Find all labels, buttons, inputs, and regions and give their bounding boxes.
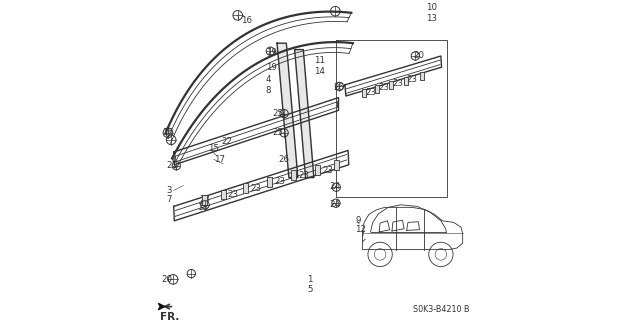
Text: 25: 25 bbox=[272, 109, 283, 118]
Text: 23: 23 bbox=[407, 75, 418, 84]
Text: 23: 23 bbox=[323, 166, 333, 175]
Text: 18: 18 bbox=[197, 203, 208, 212]
Bar bbox=[420, 72, 424, 80]
Bar bbox=[243, 183, 248, 193]
Bar bbox=[315, 165, 320, 174]
Bar bbox=[389, 81, 393, 89]
Text: 11: 11 bbox=[314, 56, 325, 65]
Text: 19: 19 bbox=[265, 63, 276, 72]
Text: 10: 10 bbox=[426, 4, 437, 12]
Text: 3: 3 bbox=[167, 186, 172, 195]
Text: 7: 7 bbox=[167, 195, 172, 204]
Text: 12: 12 bbox=[355, 225, 367, 234]
Text: 20: 20 bbox=[413, 52, 424, 60]
Text: 23: 23 bbox=[365, 88, 376, 97]
Text: 14: 14 bbox=[314, 67, 325, 76]
Polygon shape bbox=[294, 50, 314, 178]
Polygon shape bbox=[159, 303, 165, 310]
Text: 16: 16 bbox=[241, 16, 252, 25]
Text: FR.: FR. bbox=[160, 312, 180, 320]
Text: 19: 19 bbox=[265, 48, 276, 57]
Text: 25: 25 bbox=[272, 128, 283, 137]
Text: 24: 24 bbox=[329, 200, 340, 209]
Text: 22: 22 bbox=[221, 137, 232, 146]
Text: 23: 23 bbox=[299, 171, 309, 180]
Text: 17: 17 bbox=[214, 155, 225, 164]
Text: 24: 24 bbox=[329, 182, 340, 191]
Text: 13: 13 bbox=[426, 14, 437, 23]
Bar bbox=[375, 85, 379, 93]
Text: S0K3-B4210 B: S0K3-B4210 B bbox=[413, 305, 469, 314]
Bar bbox=[267, 177, 272, 187]
Text: 26: 26 bbox=[333, 83, 344, 92]
Bar bbox=[334, 160, 339, 170]
Text: 16: 16 bbox=[162, 128, 172, 137]
Bar bbox=[291, 171, 296, 180]
Text: 23: 23 bbox=[274, 177, 286, 186]
Text: 15: 15 bbox=[208, 144, 219, 153]
Text: 8: 8 bbox=[265, 86, 271, 95]
Text: 26: 26 bbox=[279, 155, 290, 164]
Text: 1: 1 bbox=[307, 276, 313, 284]
Polygon shape bbox=[277, 43, 298, 178]
Bar bbox=[221, 190, 226, 199]
Text: 20: 20 bbox=[162, 276, 172, 284]
Text: 21: 21 bbox=[167, 161, 177, 170]
Text: 9: 9 bbox=[355, 216, 361, 225]
Text: 5: 5 bbox=[307, 285, 313, 294]
Text: 23: 23 bbox=[228, 190, 238, 199]
Text: 23: 23 bbox=[392, 79, 403, 88]
Text: 23: 23 bbox=[250, 184, 262, 193]
Bar bbox=[362, 89, 366, 97]
Bar bbox=[404, 76, 408, 85]
Text: 4: 4 bbox=[265, 75, 271, 84]
Bar bbox=[202, 195, 206, 205]
Text: 23: 23 bbox=[378, 84, 389, 92]
Text: 23: 23 bbox=[199, 196, 210, 204]
